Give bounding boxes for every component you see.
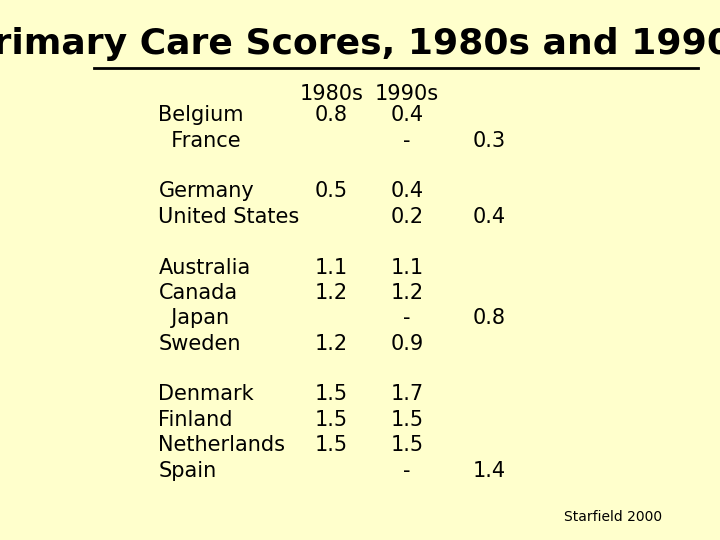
Text: 1.1: 1.1 — [390, 258, 423, 278]
Text: 0.8: 0.8 — [473, 308, 506, 328]
Text: Spain: Spain — [158, 461, 217, 481]
Text: Starfield 2000: Starfield 2000 — [564, 510, 662, 524]
Text: 0.8: 0.8 — [315, 105, 348, 125]
Text: 1.7: 1.7 — [390, 384, 423, 404]
Text: Primary Care Scores, 1980s and 1990s: Primary Care Scores, 1980s and 1990s — [0, 27, 720, 61]
Text: -: - — [403, 131, 410, 151]
Text: 1990s: 1990s — [374, 84, 439, 104]
Text: 0.3: 0.3 — [473, 131, 506, 151]
Text: 1980s: 1980s — [300, 84, 363, 104]
Text: United States: United States — [158, 207, 300, 227]
Text: Canada: Canada — [158, 283, 238, 303]
Text: Denmark: Denmark — [158, 384, 254, 404]
Text: 1.5: 1.5 — [390, 435, 423, 455]
Text: 1.1: 1.1 — [315, 258, 348, 278]
Text: 0.2: 0.2 — [390, 207, 423, 227]
Text: 1.2: 1.2 — [315, 283, 348, 303]
Text: Netherlands: Netherlands — [158, 435, 285, 455]
Text: 0.4: 0.4 — [390, 181, 423, 201]
Text: -: - — [403, 308, 410, 328]
Text: 1.2: 1.2 — [315, 334, 348, 354]
Text: 0.5: 0.5 — [315, 181, 348, 201]
Text: 1.5: 1.5 — [315, 384, 348, 404]
Text: 0.4: 0.4 — [473, 207, 506, 227]
Text: Finland: Finland — [158, 410, 233, 430]
Text: Belgium: Belgium — [158, 105, 244, 125]
Text: Sweden: Sweden — [158, 334, 241, 354]
Text: 1.5: 1.5 — [390, 410, 423, 430]
Text: Australia: Australia — [158, 258, 251, 278]
Text: France: France — [158, 131, 241, 151]
Text: 0.9: 0.9 — [390, 334, 423, 354]
Text: 1.4: 1.4 — [473, 461, 506, 481]
Text: 1.5: 1.5 — [315, 435, 348, 455]
Text: 1.5: 1.5 — [315, 410, 348, 430]
Text: 0.4: 0.4 — [390, 105, 423, 125]
Text: Germany: Germany — [158, 181, 254, 201]
Text: -: - — [403, 461, 410, 481]
Text: Japan: Japan — [158, 308, 230, 328]
Text: 1.2: 1.2 — [390, 283, 423, 303]
